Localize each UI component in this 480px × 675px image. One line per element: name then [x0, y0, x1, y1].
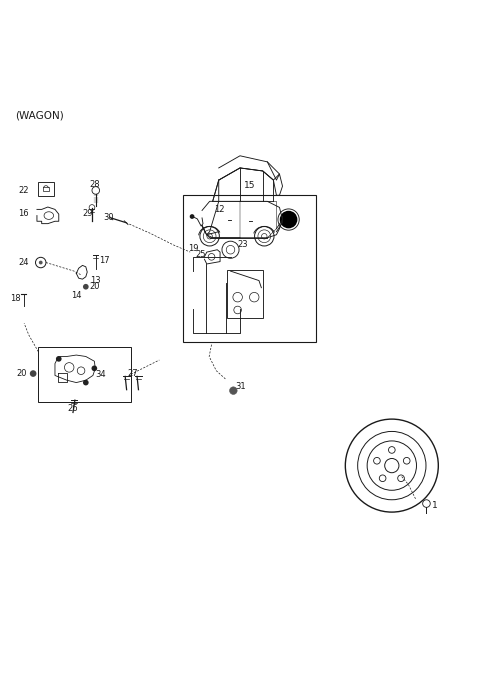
Text: 22: 22: [18, 186, 28, 195]
Text: (WAGON): (WAGON): [14, 111, 63, 121]
Circle shape: [83, 380, 89, 385]
Text: 29: 29: [83, 209, 93, 218]
Text: 31: 31: [235, 382, 246, 391]
Text: 24: 24: [18, 258, 28, 267]
Text: 34: 34: [96, 369, 106, 379]
Text: 26: 26: [68, 404, 78, 413]
Text: 17: 17: [98, 256, 109, 265]
Text: 30: 30: [103, 213, 114, 223]
Circle shape: [56, 356, 61, 362]
Circle shape: [39, 261, 43, 265]
Text: 1: 1: [432, 502, 438, 510]
Text: 16: 16: [18, 209, 29, 218]
Text: 13: 13: [90, 276, 100, 285]
Circle shape: [280, 211, 298, 228]
Text: 19: 19: [188, 244, 198, 253]
Text: 18: 18: [10, 294, 21, 303]
Text: 20: 20: [90, 281, 100, 291]
Text: 27: 27: [127, 369, 138, 377]
Text: 20: 20: [16, 369, 26, 377]
Circle shape: [190, 214, 194, 219]
Text: 15: 15: [244, 182, 255, 190]
Text: 28: 28: [90, 180, 100, 189]
Text: 23: 23: [238, 240, 248, 250]
Circle shape: [30, 370, 36, 377]
Circle shape: [92, 365, 97, 371]
Circle shape: [83, 284, 89, 290]
Text: 25: 25: [195, 250, 205, 259]
Text: 12: 12: [214, 205, 225, 214]
Circle shape: [229, 387, 237, 394]
Text: 14: 14: [72, 291, 82, 300]
